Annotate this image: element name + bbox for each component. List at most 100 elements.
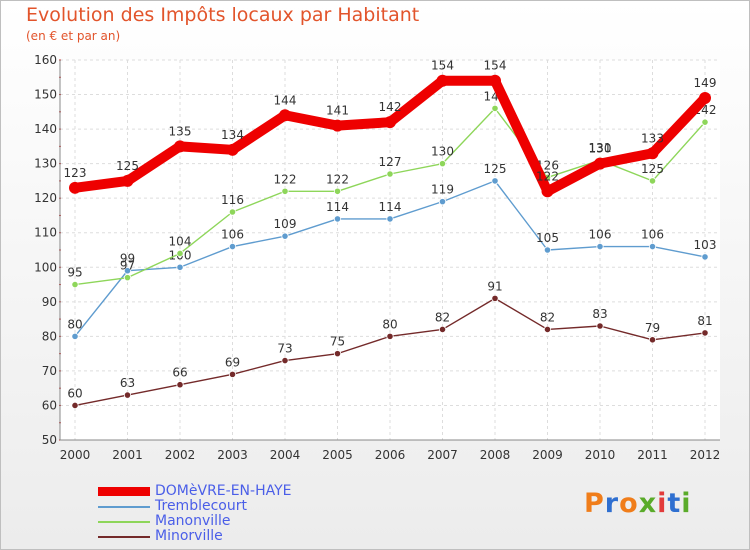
x-tick-label: 2011 [637, 448, 668, 462]
data-label: 95 [67, 266, 82, 280]
data-point [279, 109, 291, 122]
data-point [491, 294, 499, 302]
data-point [228, 370, 237, 378]
logo-letter: t [667, 488, 682, 519]
data-point [386, 215, 394, 223]
data-label: 106 [589, 228, 612, 242]
x-tick-label: 2010 [585, 448, 616, 462]
data-point [176, 263, 184, 271]
data-point [386, 170, 394, 178]
data-label: 82 [540, 310, 555, 324]
data-point [438, 160, 447, 168]
legend-label: Minorville [155, 528, 223, 544]
x-tick-label: 2002 [165, 448, 196, 462]
x-tick-label: 2006 [375, 448, 406, 462]
logo-letter: i [681, 488, 692, 519]
data-point [174, 140, 186, 153]
data-point [226, 143, 239, 156]
legend-label: DOMèVRE-EN-HAYE [155, 483, 292, 499]
data-label: 103 [694, 238, 717, 252]
data-label: 99 [120, 252, 135, 266]
data-label: 80 [382, 317, 397, 331]
data-point [71, 332, 79, 340]
proxiti-logo: Proxiti [584, 488, 692, 519]
data-point [596, 242, 604, 251]
data-point [333, 350, 342, 358]
chart-title: Evolution des Impôts locaux par Habitant [26, 4, 420, 26]
legend-swatch [98, 506, 150, 508]
data-point [69, 181, 81, 194]
data-point [228, 208, 237, 216]
y-tick-label: 100 [34, 260, 57, 274]
data-point [121, 174, 134, 187]
data-point [123, 274, 132, 282]
logo-letter: x [638, 488, 658, 519]
data-label: 105 [536, 231, 559, 245]
data-label: 109 [274, 217, 297, 231]
data-label: 154 [484, 59, 507, 73]
data-label: 130 [589, 142, 612, 156]
data-label: 122 [274, 172, 297, 186]
data-label: 80 [67, 317, 82, 331]
data-label: 134 [221, 128, 244, 142]
data-label: 106 [641, 228, 664, 242]
x-tick-label: 2009 [532, 448, 563, 462]
data-point [491, 177, 499, 185]
x-tick-label: 2007 [427, 448, 458, 462]
data-label: 104 [169, 234, 192, 248]
data-point [543, 325, 552, 334]
data-point [71, 401, 79, 410]
data-label: 114 [379, 200, 402, 214]
data-label: 135 [169, 124, 192, 138]
data-point [333, 215, 342, 223]
data-point [701, 253, 709, 261]
logo-letter: i [657, 488, 668, 519]
data-point [699, 92, 711, 104]
data-point [646, 147, 659, 160]
x-tick-label: 2001 [112, 448, 143, 462]
data-point [123, 267, 132, 275]
data-point [281, 356, 289, 365]
y-tick-label: 120 [34, 191, 57, 205]
data-label: 131 [589, 141, 612, 155]
data-point [594, 157, 606, 170]
data-point [491, 104, 499, 112]
y-tick-label: 150 [34, 88, 57, 102]
y-tick-label: 160 [34, 53, 57, 67]
data-label: 119 [431, 183, 454, 197]
legend-label: Tremblecourt [155, 498, 247, 514]
data-point [489, 74, 501, 87]
data-point [648, 242, 657, 251]
data-label: 82 [435, 310, 450, 324]
y-tick-label: 60 [42, 398, 57, 412]
data-label: 154 [431, 59, 454, 73]
data-point [438, 198, 447, 206]
data-point [176, 249, 184, 258]
data-point [281, 187, 289, 195]
data-point [281, 232, 289, 240]
data-label: 66 [172, 366, 187, 380]
legend-swatch [98, 487, 150, 496]
y-tick-label: 140 [34, 122, 57, 136]
data-point [701, 329, 709, 337]
data-point [541, 185, 554, 198]
data-label: 69 [225, 355, 240, 369]
x-tick-label: 2004 [270, 448, 301, 462]
x-tick-label: 2005 [322, 448, 353, 462]
data-point [176, 381, 184, 389]
data-point [331, 119, 344, 132]
legend-swatch [98, 521, 150, 523]
data-label: 125 [641, 162, 664, 176]
data-label: 114 [326, 200, 349, 214]
data-label: 130 [431, 145, 454, 159]
data-label: 83 [592, 307, 607, 321]
data-point [438, 325, 447, 334]
logo-letter: P [584, 488, 605, 519]
data-point [543, 246, 552, 254]
data-label: 149 [694, 76, 717, 90]
data-point [228, 242, 237, 251]
data-label: 127 [379, 155, 402, 169]
logo-letter: r [604, 488, 620, 519]
x-tick-label: 2003 [217, 448, 248, 462]
